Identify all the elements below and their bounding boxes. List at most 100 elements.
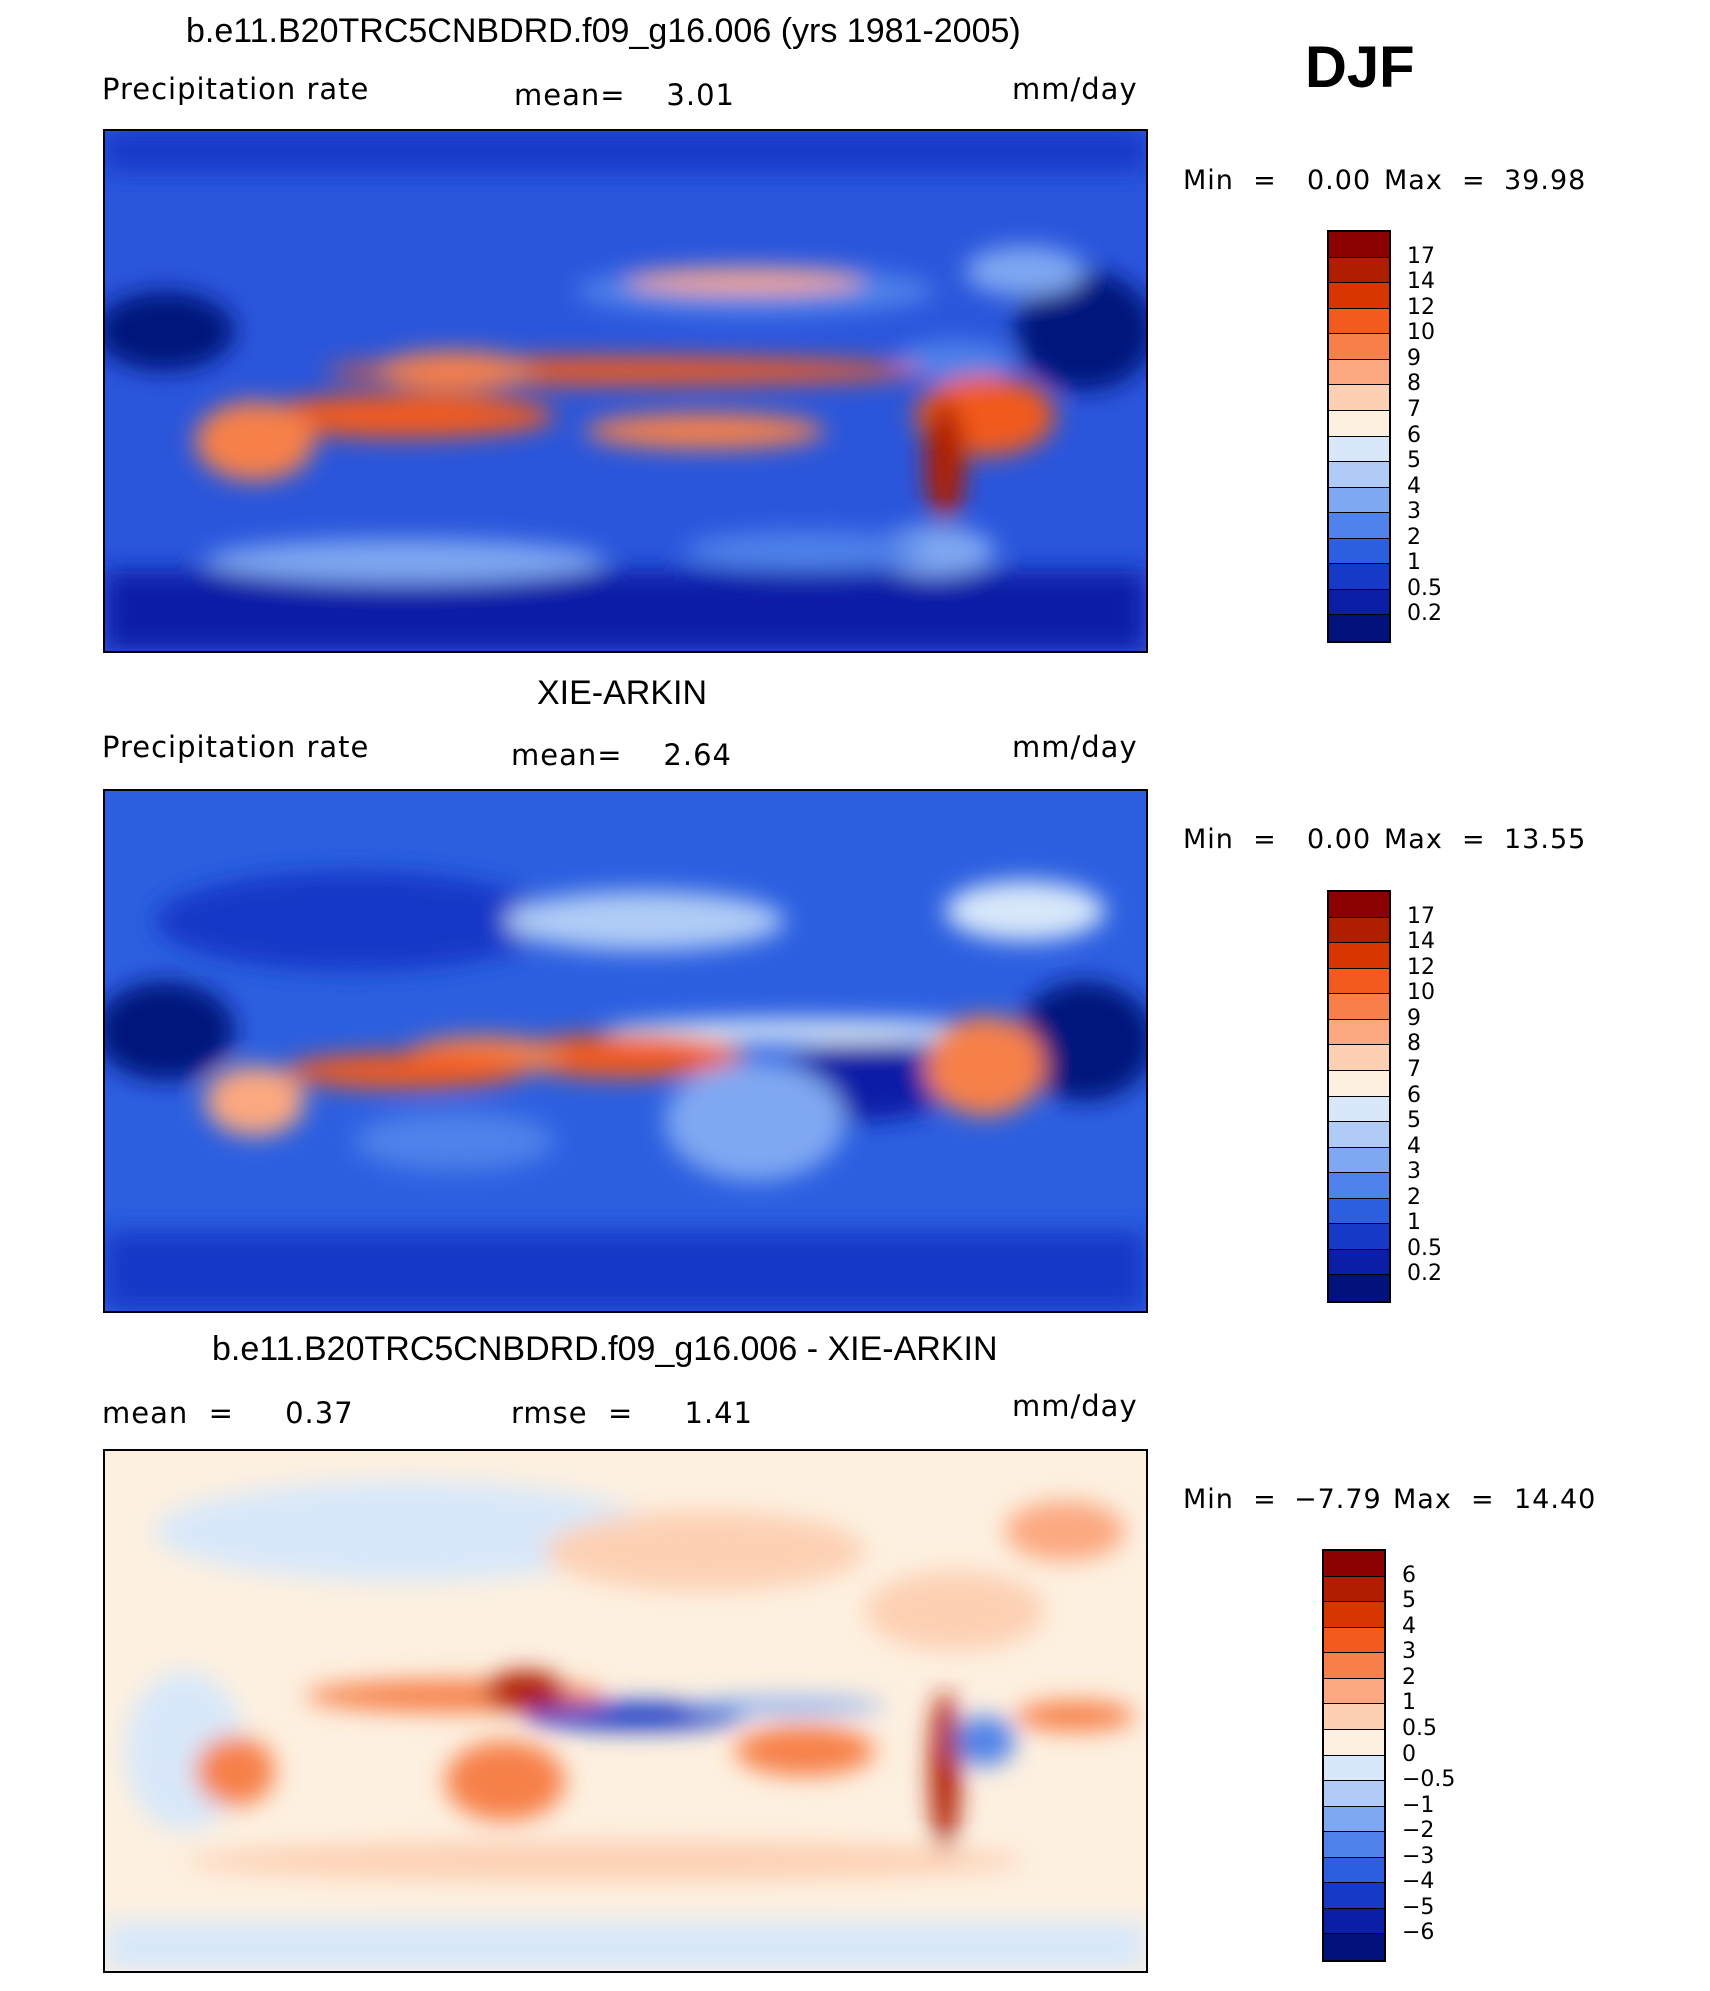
colorbar-tick-label: −4 <box>1402 1869 1435 1895</box>
panel1-units-label: mm/day <box>1012 72 1138 106</box>
colorbar-swatch <box>1329 892 1389 918</box>
colorbar-tick-label: 8 <box>1407 1031 1421 1057</box>
colorbar-tick-label: 3 <box>1407 499 1421 525</box>
colorbar-tick-label: 1 <box>1407 550 1421 576</box>
colorbar-tick-label: −0.5 <box>1402 1767 1456 1793</box>
panel3-map <box>103 1449 1148 1973</box>
colorbar-swatch <box>1329 538 1389 565</box>
panel1-title: b.e11.B20TRC5CNBDRD.f09_g16.006 (yrs 198… <box>186 12 1021 50</box>
colorbar-tick-label: 10 <box>1407 980 1435 1006</box>
panel2-colorbar <box>1327 890 1391 1303</box>
colorbar-swatch <box>1329 994 1389 1020</box>
colorbar-swatch <box>1329 1224 1389 1250</box>
colorbar-tick-label: 5 <box>1407 448 1421 474</box>
colorbar-tick-label: 6 <box>1407 422 1421 448</box>
colorbar-swatch <box>1324 1602 1384 1628</box>
colorbar-swatch <box>1329 1147 1389 1174</box>
colorbar-swatch <box>1324 1576 1384 1603</box>
colorbar-swatch <box>1329 1096 1389 1123</box>
colorbar-swatch <box>1329 1275 1389 1301</box>
colorbar-swatch <box>1329 359 1389 386</box>
season-label: DJF <box>1305 35 1415 100</box>
colorbar-tick-label: 8 <box>1407 371 1421 397</box>
colorbar-tick-label: 0.5 <box>1402 1715 1437 1741</box>
panel3-mean-label: mean = 0.37 <box>102 1396 354 1430</box>
panel1-min-value: 0.00 <box>1307 165 1372 196</box>
panel2-max-value: 13.55 <box>1504 824 1587 855</box>
panel3-min-label: Min = <box>1183 1484 1277 1515</box>
panel3-units-label: mm/day <box>1012 1389 1138 1423</box>
panel2-variable-label: Precipitation rate <box>102 730 370 764</box>
panel3-max-label: Max = <box>1393 1484 1495 1515</box>
colorbar-tick-label: −6 <box>1402 1920 1435 1946</box>
colorbar-tick-label: 5 <box>1402 1588 1416 1614</box>
colorbar-swatch <box>1329 589 1389 616</box>
colorbar-swatch <box>1329 968 1389 995</box>
colorbar-swatch <box>1324 1781 1384 1807</box>
colorbar-tick-label: 4 <box>1407 473 1421 499</box>
colorbar-tick-label: 10 <box>1407 320 1435 346</box>
panel1-max-label: Max = <box>1384 165 1486 196</box>
colorbar-swatch <box>1329 385 1389 411</box>
colorbar-swatch <box>1324 1704 1384 1730</box>
colorbar-tick-label: 0.2 <box>1407 601 1442 627</box>
colorbar-tick-label: 0.5 <box>1407 575 1442 601</box>
panel3-rmse-label: rmse = 1.41 <box>511 1396 754 1430</box>
colorbar-swatch <box>1329 410 1389 437</box>
colorbar-tick-label: 2 <box>1407 1184 1421 1210</box>
panel2-map <box>103 789 1148 1313</box>
colorbar-tick-label: 5 <box>1407 1108 1421 1134</box>
panel1-max-value: 39.98 <box>1504 165 1587 196</box>
colorbar-swatch <box>1329 487 1389 514</box>
colorbar-swatch <box>1324 1755 1384 1782</box>
colorbar-swatch <box>1324 1653 1384 1679</box>
colorbar-swatch <box>1329 917 1389 944</box>
colorbar-swatch <box>1329 1249 1389 1276</box>
colorbar-tick-label: 14 <box>1407 269 1435 295</box>
colorbar-swatch <box>1324 1551 1384 1577</box>
colorbar-swatch <box>1329 308 1389 335</box>
colorbar-tick-label: 7 <box>1407 396 1421 422</box>
colorbar-tick-label: 9 <box>1407 345 1421 371</box>
colorbar-swatch <box>1329 513 1389 539</box>
panel1-variable-label: Precipitation rate <box>102 72 370 106</box>
panel1-colorbar <box>1327 230 1391 643</box>
colorbar-tick-label: 7 <box>1407 1056 1421 1082</box>
panel2-min-label: Min = <box>1183 824 1277 855</box>
colorbar-tick-label: 0 <box>1402 1741 1416 1767</box>
colorbar-swatch <box>1329 1198 1389 1225</box>
panel3-min-value: −7.79 <box>1294 1484 1382 1515</box>
panel3-max-value: 14.40 <box>1514 1484 1597 1515</box>
colorbar-tick-label: 1 <box>1407 1210 1421 1236</box>
colorbar-tick-label: 1 <box>1402 1690 1416 1716</box>
colorbar-swatch <box>1324 1934 1384 1960</box>
panel2-title: XIE-ARKIN <box>537 674 708 712</box>
colorbar-swatch <box>1329 334 1389 360</box>
colorbar-tick-label: 6 <box>1407 1082 1421 1108</box>
colorbar-swatch <box>1324 1627 1384 1654</box>
colorbar-tick-label: 4 <box>1402 1613 1416 1639</box>
colorbar-tick-label: 12 <box>1407 294 1435 320</box>
colorbar-swatch <box>1329 232 1389 258</box>
colorbar-tick-label: 17 <box>1407 903 1435 929</box>
colorbar-swatch <box>1324 1729 1384 1756</box>
colorbar-tick-label: 3 <box>1407 1159 1421 1185</box>
colorbar-swatch <box>1329 283 1389 309</box>
panel2-units-label: mm/day <box>1012 730 1138 764</box>
panel1-min-label: Min = <box>1183 165 1277 196</box>
panel2-mean-label: mean= 2.64 <box>511 738 732 772</box>
colorbar-swatch <box>1324 1883 1384 1909</box>
colorbar-swatch <box>1329 564 1389 590</box>
colorbar-tick-label: −2 <box>1402 1818 1435 1844</box>
colorbar-tick-label: 0.5 <box>1407 1235 1442 1261</box>
panel3-colorbar <box>1322 1549 1386 1962</box>
colorbar-tick-label: −5 <box>1402 1894 1435 1920</box>
colorbar-swatch <box>1329 615 1389 641</box>
colorbar-tick-label: −3 <box>1402 1843 1435 1869</box>
colorbar-swatch <box>1324 1678 1384 1705</box>
colorbar-swatch <box>1324 1857 1384 1884</box>
colorbar-tick-label: 3 <box>1402 1639 1416 1665</box>
colorbar-swatch <box>1329 462 1389 488</box>
colorbar-swatch <box>1329 1122 1389 1148</box>
panel3-title: b.e11.B20TRC5CNBDRD.f09_g16.006 - XIE-AR… <box>212 1330 998 1368</box>
